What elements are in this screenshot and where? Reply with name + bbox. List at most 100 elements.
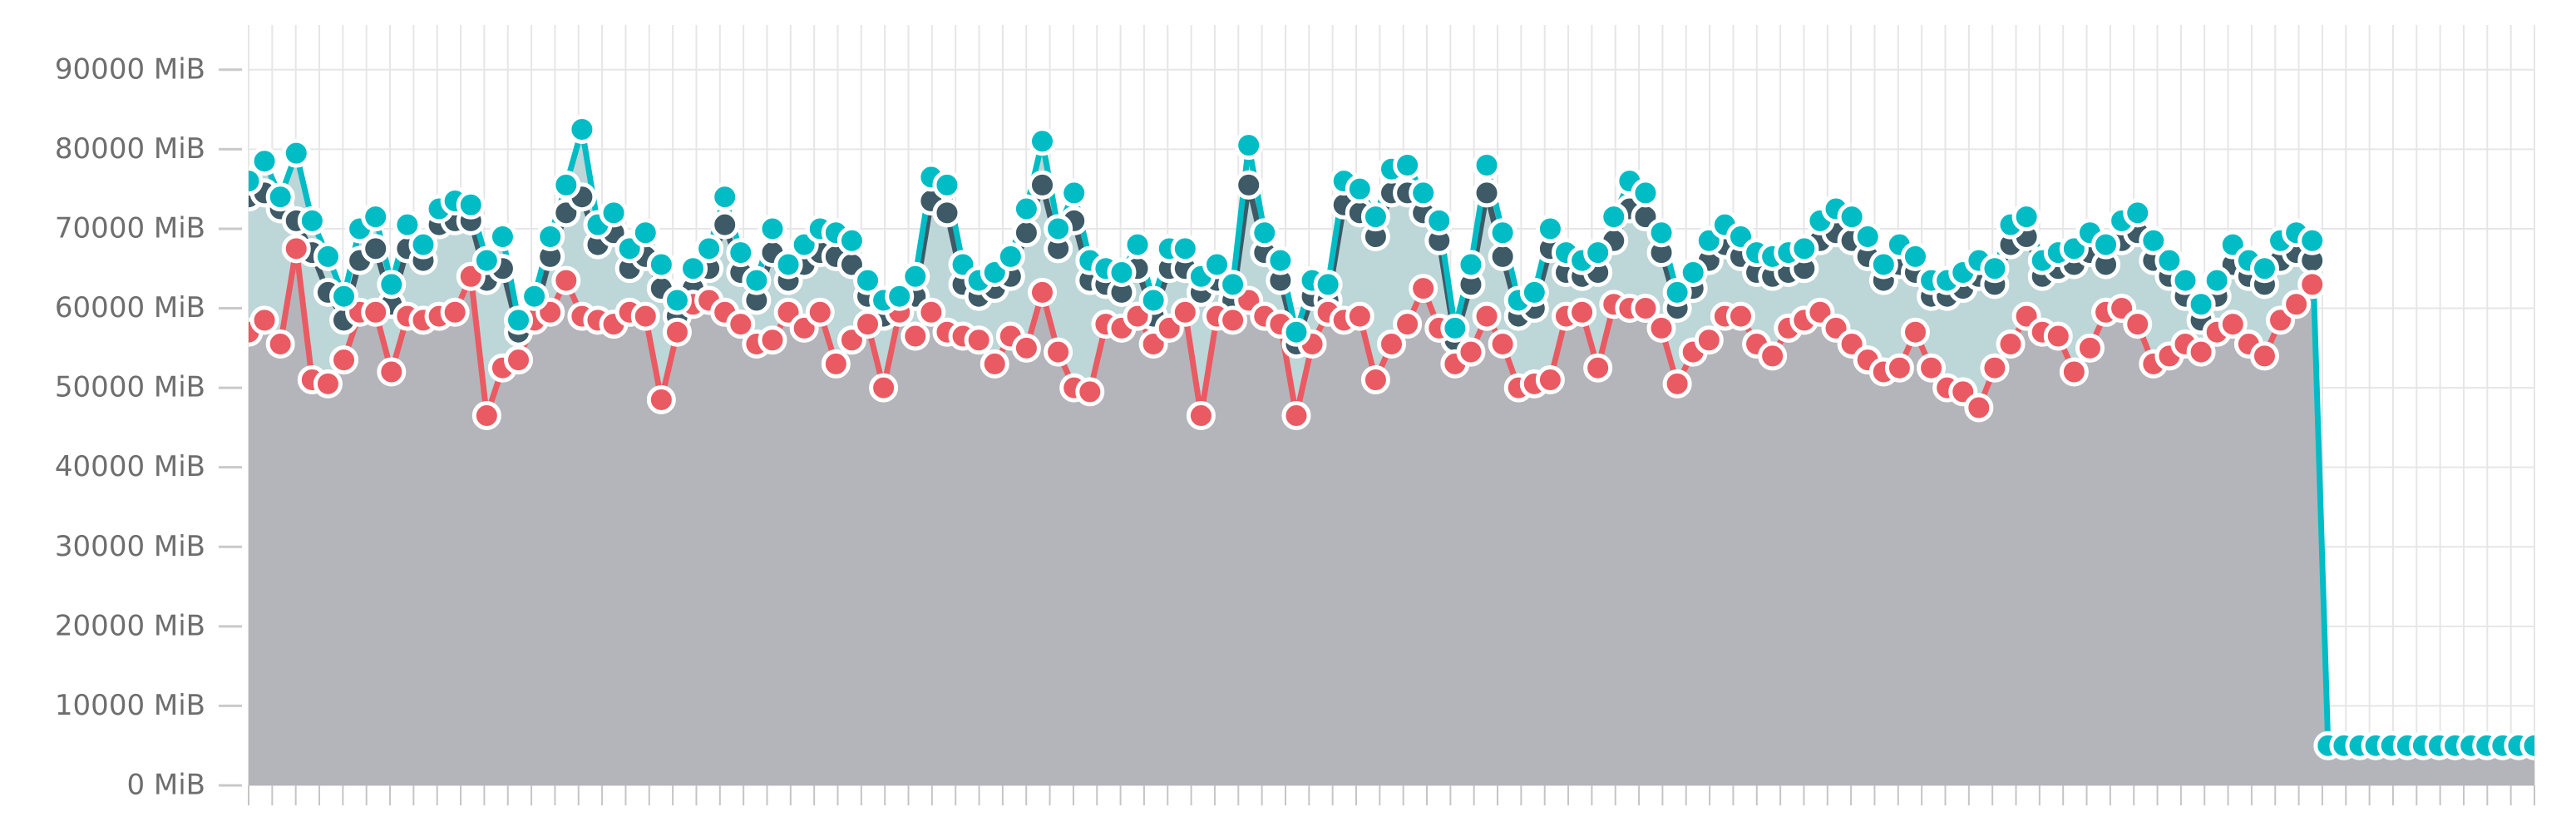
data-point-total[interactable] xyxy=(1123,230,1152,260)
data-point-total[interactable] xyxy=(535,222,565,252)
data-point-total[interactable] xyxy=(1900,241,1930,271)
data-point-total[interactable] xyxy=(1393,150,1423,180)
data-point-total[interactable] xyxy=(742,265,772,295)
data-point-total[interactable] xyxy=(313,241,343,271)
data-point-free[interactable] xyxy=(1345,301,1374,331)
data-point-free[interactable] xyxy=(1186,401,1216,431)
data-point-total[interactable] xyxy=(281,138,311,168)
data-point-free[interactable] xyxy=(361,297,391,327)
data-point-total[interactable] xyxy=(1059,178,1089,208)
data-point-free[interactable] xyxy=(1218,305,1248,335)
data-point-total[interactable] xyxy=(2297,225,2327,255)
data-point-total[interactable] xyxy=(408,230,438,260)
data-point-free[interactable] xyxy=(630,301,660,331)
data-point-free[interactable] xyxy=(1567,297,1597,327)
data-point-free[interactable] xyxy=(1631,294,1661,324)
data-point-total[interactable] xyxy=(662,285,692,315)
data-point-total[interactable] xyxy=(710,182,740,212)
data-point-total[interactable] xyxy=(1138,285,1168,315)
data-point-used[interactable] xyxy=(1488,241,1517,271)
data-point-free[interactable] xyxy=(281,234,311,264)
data-point-free[interactable] xyxy=(869,373,899,403)
data-point-used[interactable] xyxy=(932,198,962,228)
data-point-free[interactable] xyxy=(2297,270,2327,300)
data-point-total[interactable] xyxy=(487,222,517,252)
data-point-free[interactable] xyxy=(1535,365,1565,395)
data-point-total[interactable] xyxy=(1360,202,1390,232)
data-point-total[interactable] xyxy=(329,281,359,311)
data-point-total[interactable] xyxy=(1868,250,1898,280)
data-point-total[interactable] xyxy=(1678,258,1708,288)
data-point-total[interactable] xyxy=(1250,218,1280,248)
data-point-total[interactable] xyxy=(1218,270,1248,300)
data-point-used[interactable] xyxy=(1234,170,1264,200)
data-point-free[interactable] xyxy=(1725,301,1755,331)
data-point-total[interactable] xyxy=(885,281,915,311)
data-point-free[interactable] xyxy=(1583,353,1613,383)
data-point-free[interactable] xyxy=(1900,317,1930,347)
data-point-total[interactable] xyxy=(1281,317,1311,347)
data-point-free[interactable] xyxy=(1393,309,1423,339)
data-point-total[interactable] xyxy=(1853,222,1883,252)
data-point-total[interactable] xyxy=(1044,214,1073,244)
data-point-total[interactable] xyxy=(249,146,279,176)
data-point-free[interactable] xyxy=(329,345,359,375)
data-point-total[interactable] xyxy=(504,305,534,335)
data-point-total[interactable] xyxy=(1789,234,1819,264)
data-point-total[interactable] xyxy=(1583,238,1613,268)
data-point-total[interactable] xyxy=(1535,214,1565,244)
data-point-free[interactable] xyxy=(313,369,343,399)
data-point-total[interactable] xyxy=(932,170,962,200)
data-point-free[interactable] xyxy=(1028,277,1058,307)
data-point-free[interactable] xyxy=(265,329,295,359)
data-point-free[interactable] xyxy=(646,384,676,414)
data-point-total[interactable] xyxy=(2186,290,2216,319)
data-point-free[interactable] xyxy=(2123,309,2153,339)
data-point-total[interactable] xyxy=(1631,178,1661,208)
data-point-free[interactable] xyxy=(2249,341,2279,371)
data-point-total[interactable] xyxy=(1456,250,1486,280)
data-point-total[interactable] xyxy=(726,238,756,268)
data-point-free[interactable] xyxy=(1281,401,1311,431)
data-point-total[interactable] xyxy=(2519,730,2547,760)
data-point-total[interactable] xyxy=(1519,277,1549,307)
data-point-total[interactable] xyxy=(520,281,550,311)
data-point-total[interactable] xyxy=(236,166,264,196)
data-point-total[interactable] xyxy=(1980,254,2010,284)
data-point-total[interactable] xyxy=(471,245,501,275)
data-point-used[interactable] xyxy=(1011,218,1041,248)
data-point-free[interactable] xyxy=(1964,393,1994,423)
data-point-used[interactable] xyxy=(1472,178,1502,208)
data-point-free[interactable] xyxy=(2218,309,2248,339)
data-point-total[interactable] xyxy=(1345,174,1374,204)
data-point-used[interactable] xyxy=(1028,170,1058,200)
data-point-free[interactable] xyxy=(1075,377,1105,407)
data-point-used[interactable] xyxy=(361,234,391,264)
data-point-free[interactable] xyxy=(1377,329,1406,359)
data-point-free[interactable] xyxy=(2186,337,2216,367)
data-point-total[interactable] xyxy=(551,170,581,200)
data-point-total[interactable] xyxy=(853,265,883,295)
data-point-total[interactable] xyxy=(694,234,724,264)
data-point-free[interactable] xyxy=(1472,301,1502,331)
data-point-total[interactable] xyxy=(1028,126,1058,156)
data-point-total[interactable] xyxy=(1011,194,1041,224)
data-point-total[interactable] xyxy=(456,190,486,220)
data-point-free[interactable] xyxy=(980,349,1009,379)
data-point-free[interactable] xyxy=(853,309,883,339)
data-point-total[interactable] xyxy=(297,206,327,235)
data-point-free[interactable] xyxy=(1662,369,1692,399)
data-point-total[interactable] xyxy=(773,250,803,280)
data-point-total[interactable] xyxy=(646,250,676,280)
data-point-free[interactable] xyxy=(1694,325,1724,355)
data-point-free[interactable] xyxy=(1646,313,1676,343)
data-point-total[interactable] xyxy=(1234,131,1264,161)
data-point-free[interactable] xyxy=(662,317,692,347)
data-point-used[interactable] xyxy=(710,210,740,240)
data-point-total[interactable] xyxy=(1266,245,1295,275)
data-point-total[interactable] xyxy=(1107,258,1137,288)
data-point-free[interactable] xyxy=(1488,329,1517,359)
data-point-free[interactable] xyxy=(805,297,835,327)
data-point-total[interactable] xyxy=(2011,202,2041,232)
data-point-total[interactable] xyxy=(758,214,787,244)
